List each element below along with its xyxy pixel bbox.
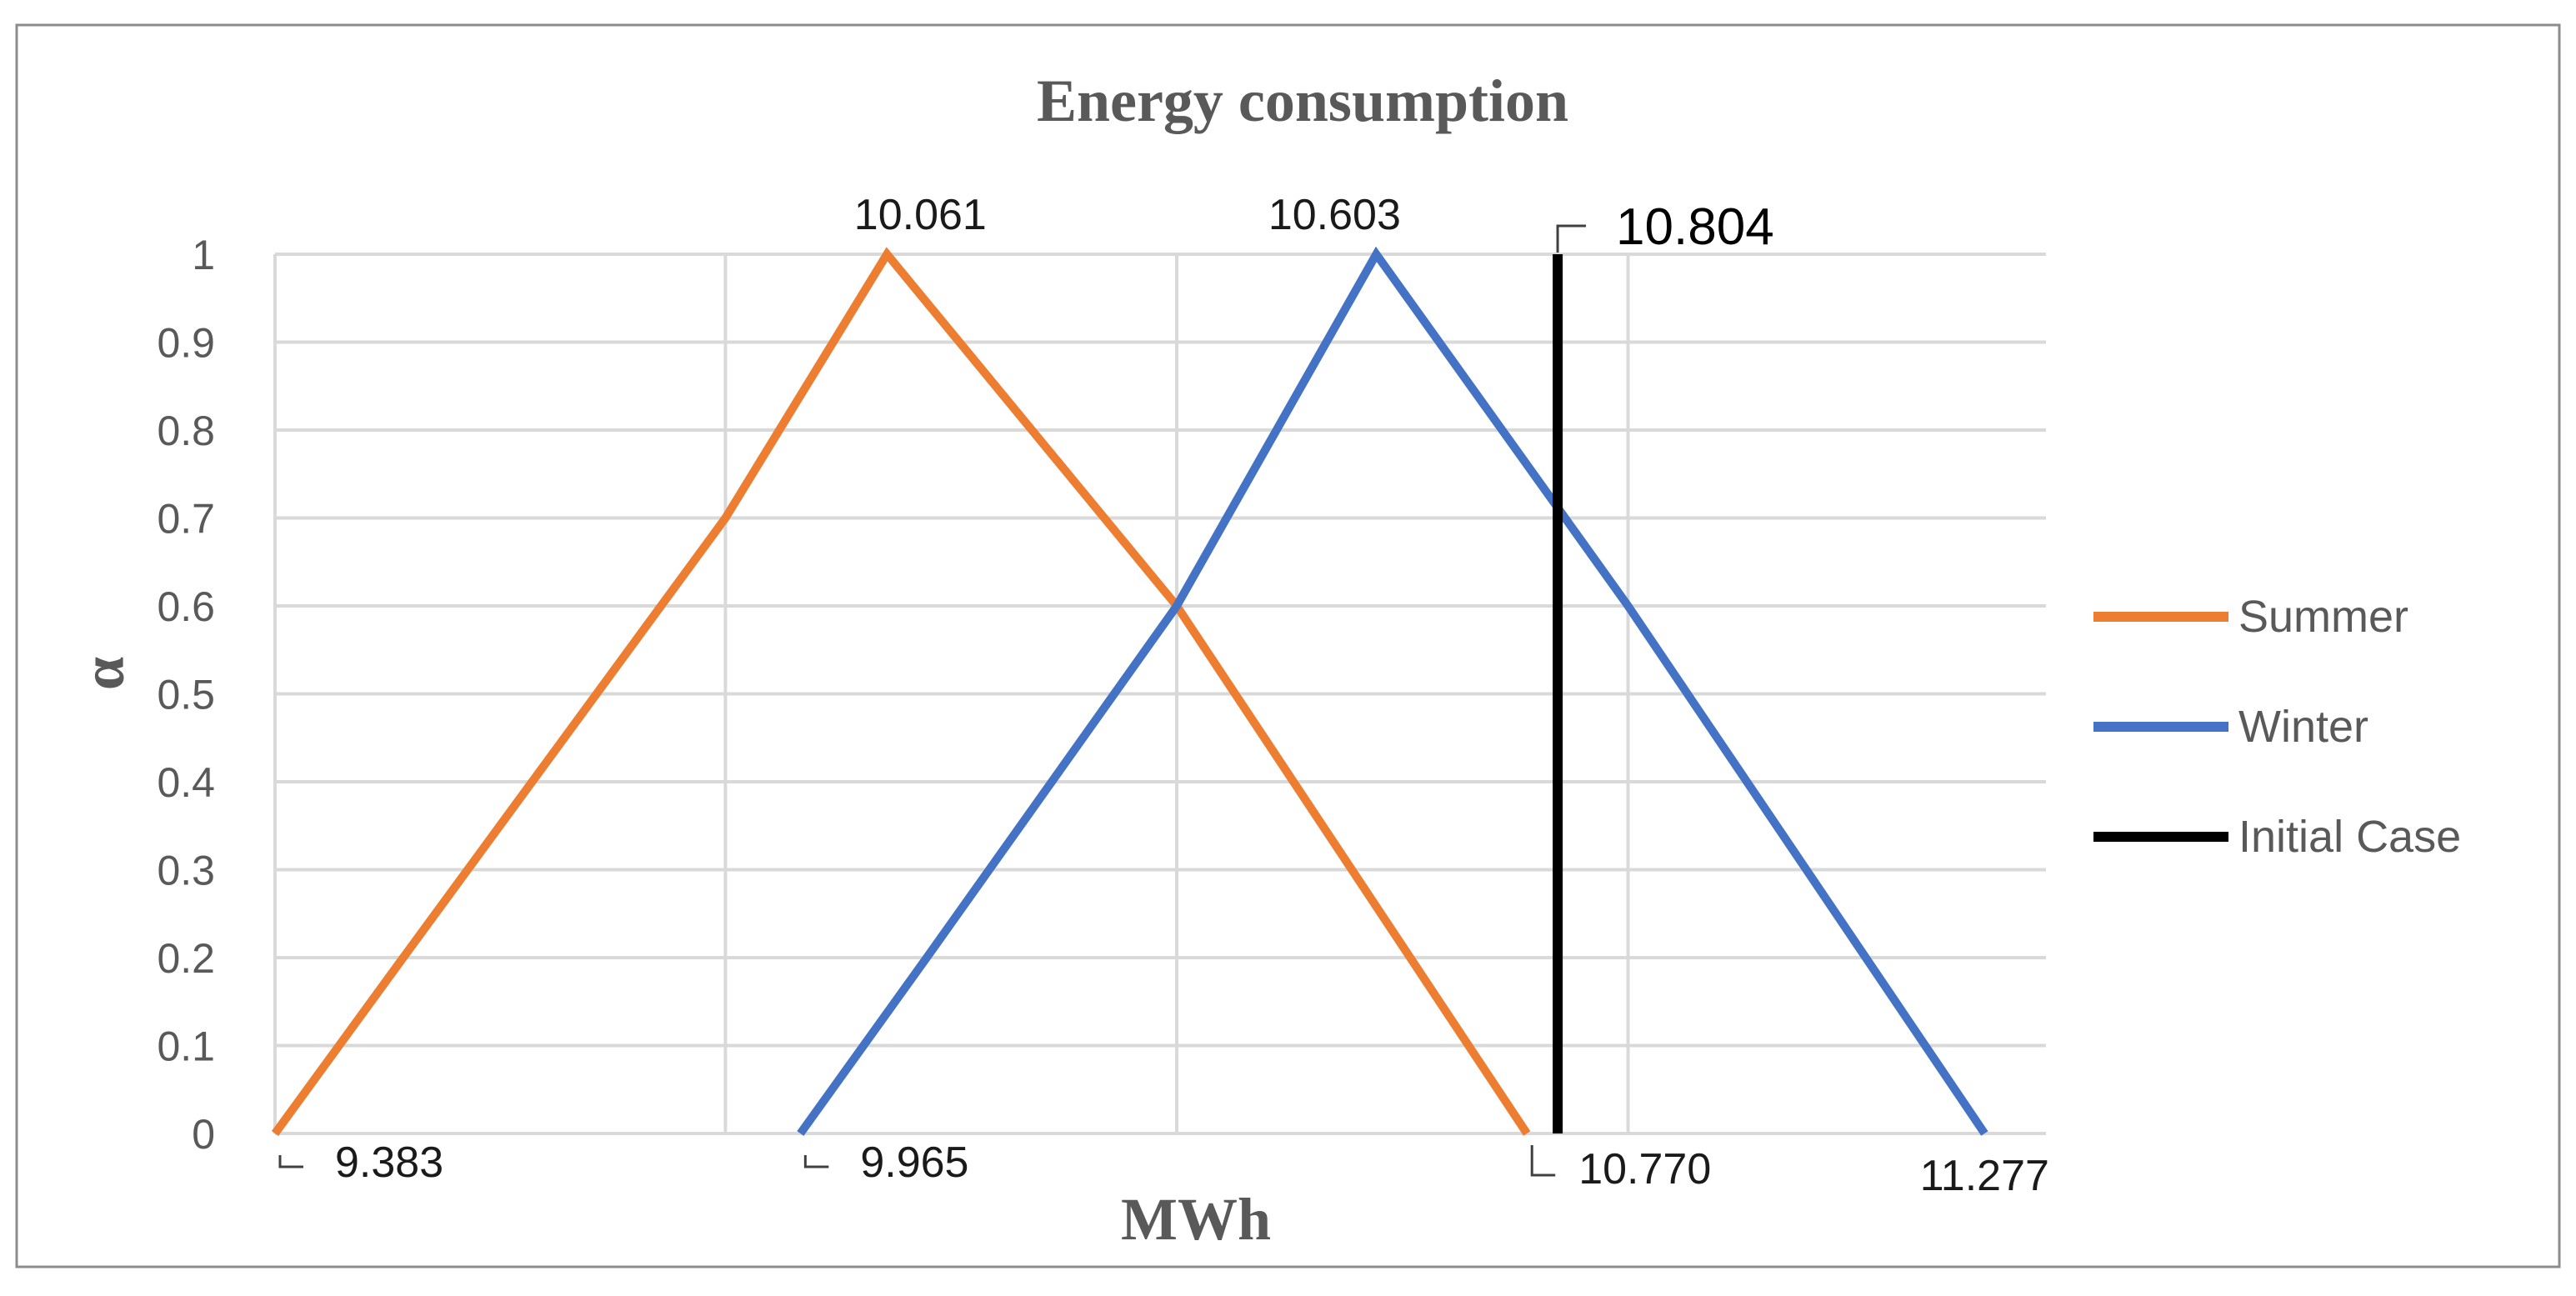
data-label: 9.383 xyxy=(335,1138,443,1187)
y-tick-label: 0.6 xyxy=(157,583,215,630)
y-tick-label: 0.3 xyxy=(157,848,215,894)
data-label: 11.277 xyxy=(1920,1152,2049,1200)
series-line-summer xyxy=(271,247,1531,1136)
y-tick-label: 0.7 xyxy=(157,496,215,543)
y-tick-label: 0.4 xyxy=(157,759,215,806)
chart-title: Energy consumption xyxy=(1037,68,1568,134)
series-line-winter xyxy=(797,246,1988,1136)
data-label: 10.804 xyxy=(1616,198,1774,256)
legend-label: Winter xyxy=(2238,702,2368,752)
leader-line xyxy=(278,1155,303,1168)
x-axis-label: MWh xyxy=(1121,1186,1271,1253)
leader-line xyxy=(1556,224,1587,253)
annotation-layer: 9.383 9.965 10.770 11.277 10.061 10.603 10.804 xyxy=(278,191,2049,1200)
axis-layer: 0 0.1 0.2 0.3 0.4 0.5 0.6 0.7 0.8 0.9 1 xyxy=(157,232,215,1158)
data-label: 10.061 xyxy=(854,191,987,239)
data-label: 10.603 xyxy=(1268,191,1401,239)
series-layer xyxy=(271,246,1988,1136)
data-label: 10.770 xyxy=(1578,1145,1711,1193)
legend-label: Initial Case xyxy=(2238,812,2461,862)
leader-line xyxy=(1530,1145,1556,1177)
legend-label: Summer xyxy=(2238,592,2408,642)
y-tick-label: 1 xyxy=(192,232,215,278)
y-tick-label: 0.9 xyxy=(157,320,215,367)
chart-border xyxy=(15,23,2561,1268)
legend: Summer Winter Initial Case xyxy=(2093,592,2461,862)
leader-line xyxy=(803,1155,829,1168)
y-tick-label: 0.2 xyxy=(157,935,215,982)
y-tick-label: 0 xyxy=(192,1111,215,1158)
y-tick-label: 0.1 xyxy=(157,1023,215,1070)
y-axis-label: α xyxy=(70,657,137,690)
y-tick-label: 0.8 xyxy=(157,408,215,454)
y-tick-label: 0.5 xyxy=(157,672,215,718)
grid-layer xyxy=(273,253,2046,1135)
data-label: 9.965 xyxy=(860,1138,968,1187)
